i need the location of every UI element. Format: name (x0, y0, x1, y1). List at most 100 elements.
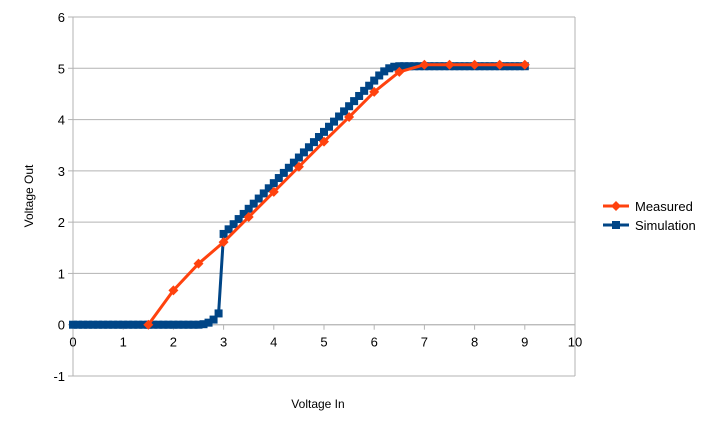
y-tick-label: 3 (58, 164, 65, 179)
data-point (249, 199, 258, 208)
x-tick-label: 3 (220, 335, 227, 350)
data-point (394, 66, 405, 77)
x-tick-label: 6 (371, 335, 378, 350)
data-point (350, 97, 359, 106)
data-point (114, 320, 123, 329)
data-point (194, 320, 203, 329)
data-point (485, 62, 494, 71)
x-tick-label: 10 (568, 335, 582, 350)
data-point (234, 215, 243, 224)
data-point (229, 220, 238, 229)
series-line (73, 64, 525, 327)
data-point (224, 225, 233, 234)
data-point (380, 67, 389, 76)
data-point (143, 319, 154, 330)
data-point (209, 315, 218, 324)
data-point (284, 163, 293, 172)
data-point (129, 320, 138, 329)
data-point (319, 136, 329, 147)
data-point (465, 62, 474, 71)
data-point (344, 112, 355, 123)
legend-label: Simulation (635, 218, 696, 233)
legend-item-measured: Measured (603, 199, 693, 214)
x-tick-label: 0 (69, 335, 76, 350)
data-point (109, 320, 118, 329)
data-point (164, 320, 173, 329)
data-point (440, 62, 449, 71)
data-point (244, 204, 253, 213)
x-tick-label: 4 (270, 335, 277, 350)
data-point (274, 174, 283, 183)
data-point (450, 62, 459, 71)
data-point (494, 59, 505, 70)
data-point (199, 320, 208, 329)
data-point (490, 62, 499, 71)
data-point (174, 320, 183, 329)
data-point (299, 148, 308, 157)
data-point (400, 62, 409, 71)
x-tick-label: 1 (120, 335, 127, 350)
series-simulation (69, 62, 529, 329)
data-point (269, 179, 278, 188)
data-point (193, 258, 204, 269)
data-point (264, 184, 273, 193)
legend: Measured Simulation (603, 199, 696, 233)
data-point (304, 143, 313, 152)
data-point (214, 309, 223, 318)
data-point (168, 285, 179, 296)
data-point (325, 122, 334, 131)
data-point (293, 161, 304, 172)
data-point (335, 112, 344, 121)
data-point (124, 320, 133, 329)
legend-label: Measured (635, 199, 693, 214)
data-point (345, 102, 354, 111)
data-point (515, 62, 524, 71)
data-point (510, 62, 519, 71)
data-point (104, 320, 113, 329)
data-point (500, 62, 509, 71)
data-point (320, 127, 328, 136)
data-point (390, 62, 399, 71)
data-point (395, 62, 404, 71)
data-point (405, 62, 414, 71)
data-point (159, 320, 168, 329)
data-point (69, 320, 77, 329)
data-point (309, 138, 318, 147)
data-point (475, 62, 484, 71)
data-point (134, 320, 143, 329)
data-point (189, 320, 198, 329)
data-point (330, 117, 339, 126)
data-point (385, 64, 394, 73)
data-point (519, 59, 530, 70)
data-point (370, 76, 379, 85)
series-group (69, 59, 530, 330)
data-point (375, 71, 384, 80)
data-point (243, 212, 254, 223)
y-tick-label: 0 (58, 318, 65, 333)
data-point (444, 59, 455, 70)
y-tick-label: 6 (58, 10, 65, 25)
data-point (154, 320, 163, 329)
data-point (89, 320, 98, 329)
data-point (460, 62, 469, 71)
data-point (355, 91, 364, 100)
data-point (425, 62, 434, 71)
data-point (294, 153, 303, 162)
data-point (289, 158, 298, 167)
x-tick-label: 2 (170, 335, 177, 350)
data-point (314, 133, 323, 142)
data-point (279, 168, 288, 177)
data-point (340, 107, 349, 116)
legend-marker (611, 201, 621, 211)
series-line (147, 63, 525, 326)
y-tick-label: 5 (58, 61, 65, 76)
x-tick-label: 8 (471, 335, 478, 350)
data-point (369, 86, 380, 97)
data-point (149, 320, 158, 329)
data-point (99, 320, 108, 329)
y-tick-label: -1 (53, 369, 65, 384)
data-point (84, 320, 93, 329)
data-point (430, 62, 439, 71)
